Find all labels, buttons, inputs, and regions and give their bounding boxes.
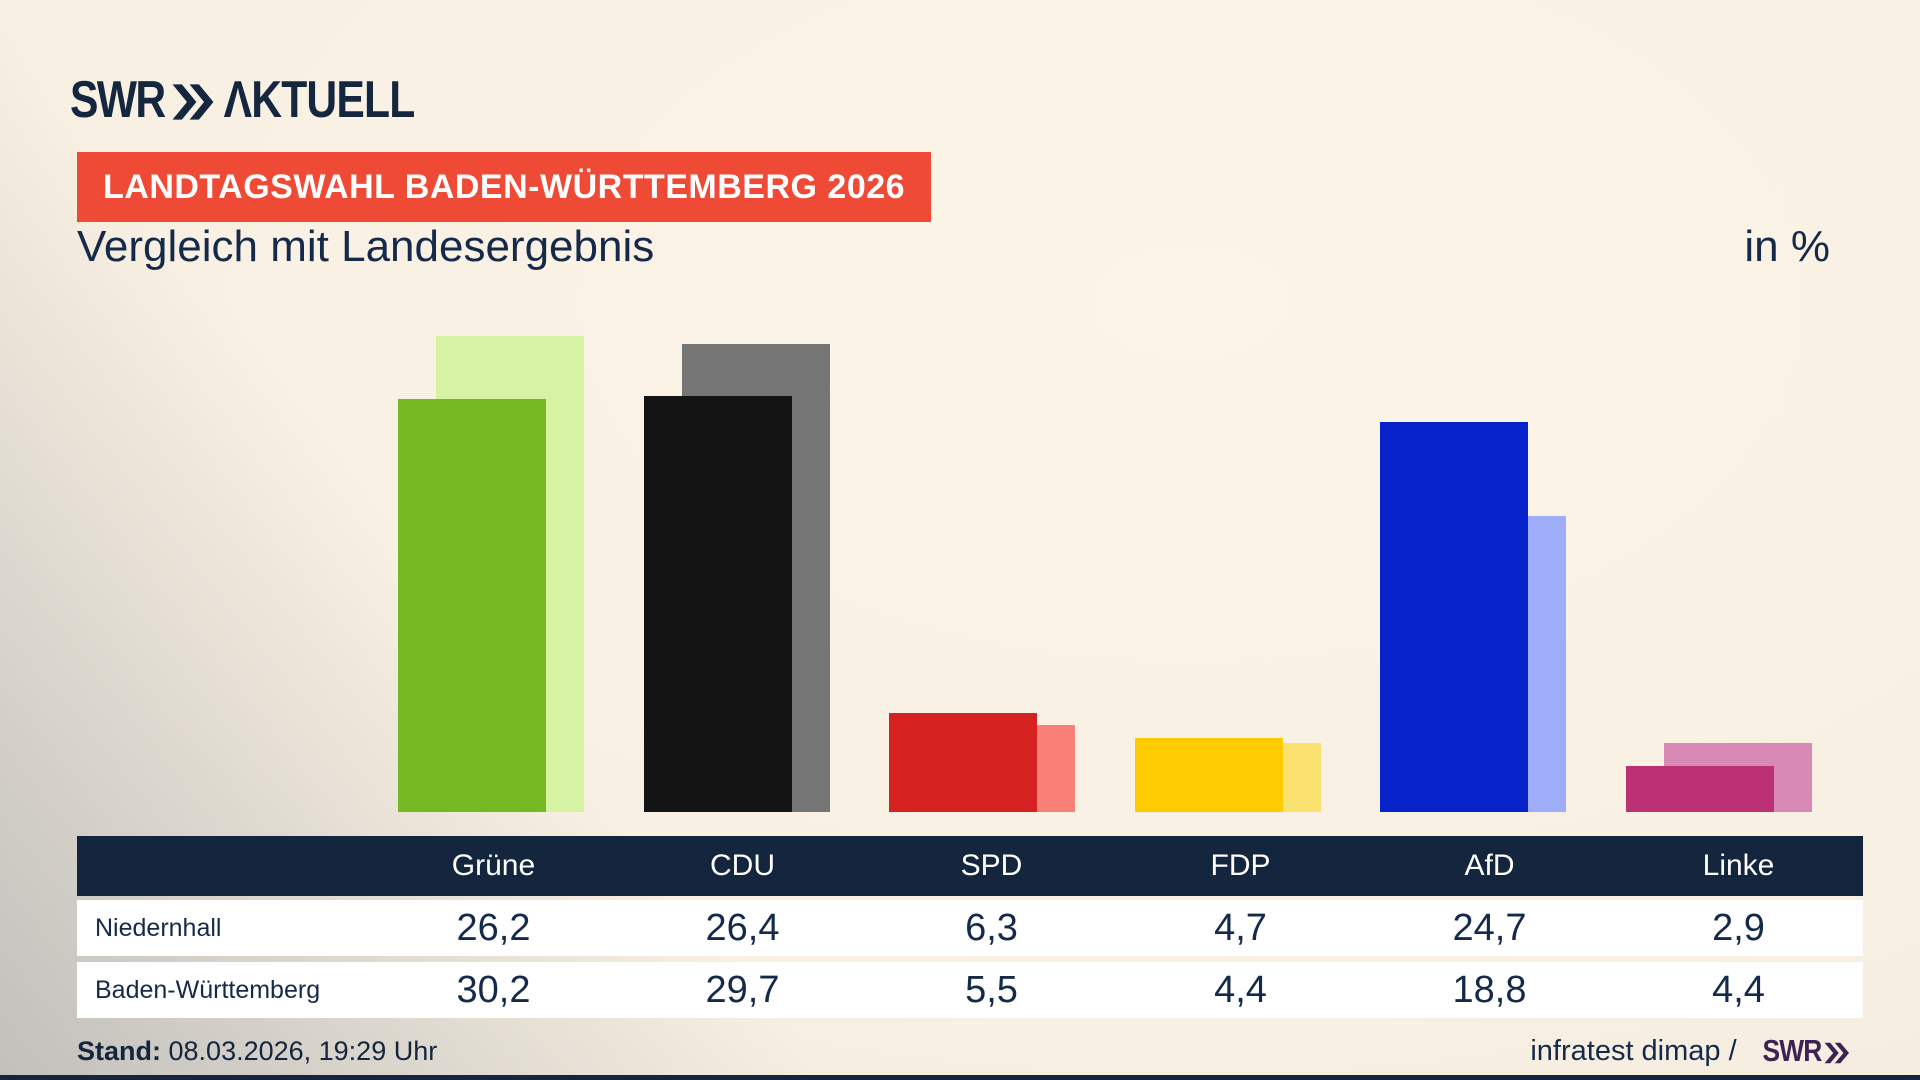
value-niedernhall-fdp: 4,7 xyxy=(1214,906,1267,949)
party-header-linke: Linke xyxy=(1702,849,1775,882)
unit-label: in % xyxy=(1744,222,1830,271)
aktuell-logo-text: ΛKTUELL xyxy=(223,71,416,129)
value-baden-wuerttemberg-spd: 5,5 xyxy=(965,968,1018,1011)
swr-aktuell-logo: SWR ΛKTUELL xyxy=(70,70,416,130)
value-niedernhall-afd: 24,7 xyxy=(1452,906,1527,949)
bar-niedernhall-afd xyxy=(1380,422,1528,812)
row-label-baden-wuerttemberg: Baden-Württemberg xyxy=(95,975,321,1004)
party-header-afd: AfD xyxy=(1464,849,1515,882)
swr-footer-logo: SWR xyxy=(1762,1033,1850,1069)
timestamp: Stand: 08.03.2026, 19:29 Uhr xyxy=(77,1036,437,1067)
bar-niedernhall-fdp xyxy=(1134,738,1283,812)
party-header-gruene: Grüne xyxy=(451,849,536,882)
bar-niedernhall-cdu xyxy=(643,396,792,812)
table-row: Baden-Württemberg 30,2 29,7 5,5 4,4 18,8 4,4 xyxy=(77,962,1863,1018)
source-text: infratest dimap / xyxy=(1530,1034,1737,1067)
bar-niedernhall-gruene xyxy=(398,399,546,812)
value-niedernhall-spd: 6,3 xyxy=(965,906,1018,949)
row-label-niedernhall: Niedernhall xyxy=(95,913,222,942)
results-table: Grüne CDU SPD FDP AfD Linke Niedernhall 26,2 26,… xyxy=(77,836,1863,1018)
party-header-fdp: FDP xyxy=(1210,849,1271,882)
swr-footer-logo-text: SWR xyxy=(1762,1033,1822,1068)
value-baden-wuerttemberg-cdu: 29,7 xyxy=(705,968,780,1011)
source-credit: infratest dimap / SWR xyxy=(1530,1033,1850,1069)
value-niedernhall-linke: 2,9 xyxy=(1712,906,1765,949)
party-header-spd: SPD xyxy=(960,849,1023,882)
value-baden-wuerttemberg-gruene: 30,2 xyxy=(456,968,531,1011)
value-baden-wuerttemberg-fdp: 4,4 xyxy=(1214,968,1267,1011)
value-niedernhall-gruene: 26,2 xyxy=(456,906,531,949)
stand-label: Stand: xyxy=(77,1036,161,1066)
stand-value: 08.03.2026, 19:29 Uhr xyxy=(168,1036,438,1066)
bar-niedernhall-linke xyxy=(1625,766,1774,812)
swr-logo-text: SWR xyxy=(70,71,166,129)
chart-title: Vergleich mit Landesergebnis xyxy=(77,222,655,271)
double-chevron-icon xyxy=(172,83,216,121)
bar-niedernhall-spd xyxy=(889,713,1037,812)
value-baden-wuerttemberg-linke: 4,4 xyxy=(1712,968,1765,1011)
value-baden-wuerttemberg-afd: 18,8 xyxy=(1452,968,1527,1011)
election-banner: LANDTAGSWAHL BADEN-WÜRTTEMBERG 2026 xyxy=(77,152,932,222)
bottom-accent-strip xyxy=(0,1075,1920,1080)
value-niedernhall-cdu: 26,4 xyxy=(705,906,780,949)
party-header-cdu: CDU xyxy=(710,849,775,882)
table-row: Niedernhall 26,2 26,4 6,3 4,7 24,7 2,9 xyxy=(77,900,1863,956)
table-row: Grüne CDU SPD FDP AfD Linke xyxy=(77,836,1863,896)
double-chevron-icon xyxy=(1824,1042,1851,1064)
